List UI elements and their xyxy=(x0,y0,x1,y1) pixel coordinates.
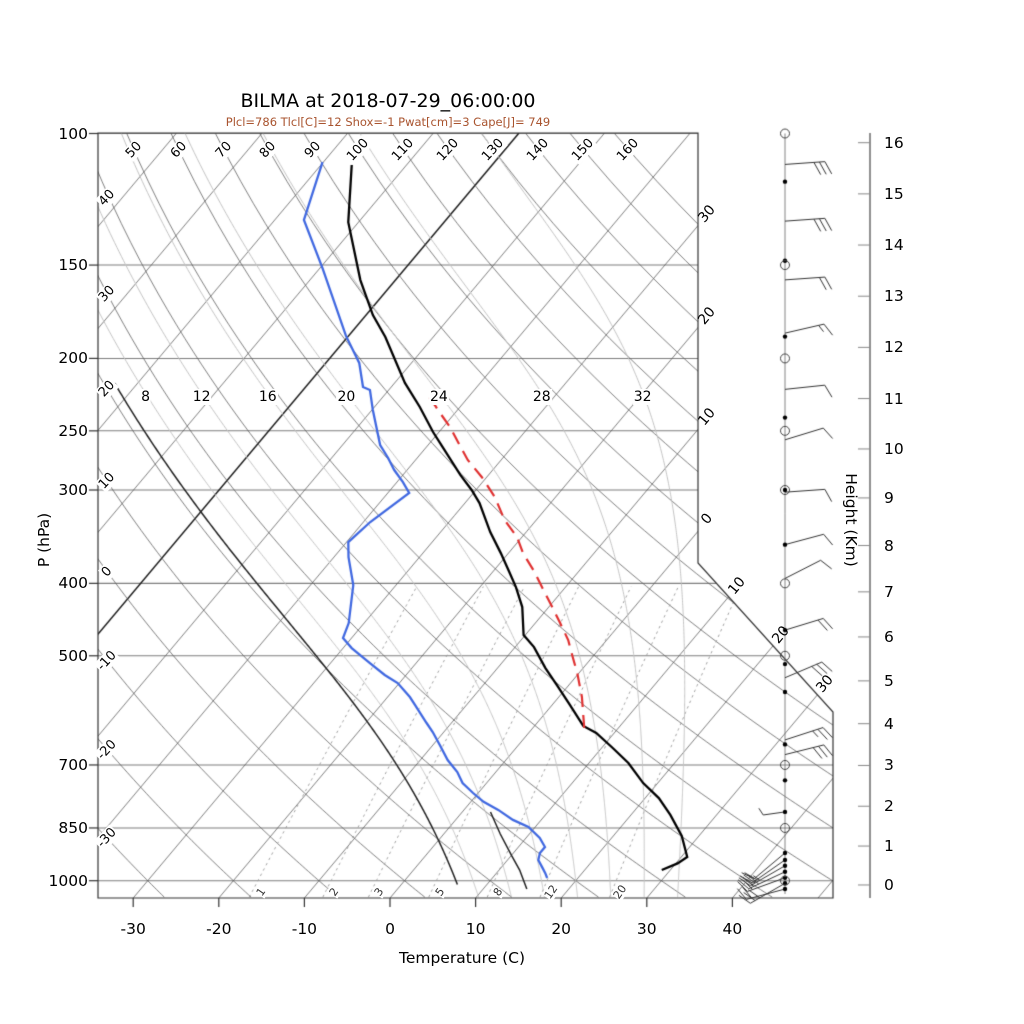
pressure-tick-label: 400 xyxy=(58,574,88,593)
moist-adiabat-label: 12 xyxy=(191,388,212,405)
moist-adiabat-label: 8 xyxy=(140,388,151,405)
height-tick-label: 8 xyxy=(884,536,894,555)
height-tick-label: 14 xyxy=(884,236,904,255)
pressure-tick-label: 850 xyxy=(58,818,88,837)
pressure-tick-label: 1000 xyxy=(48,871,88,890)
height-tick-label: 10 xyxy=(884,439,904,458)
temperature-tick-label: -10 xyxy=(291,920,318,938)
moist-adiabat-label: 32 xyxy=(632,388,653,405)
pressure-tick-label: 300 xyxy=(58,481,88,499)
height-tick-label: 16 xyxy=(884,133,904,152)
height-tick-label: 13 xyxy=(884,287,904,306)
height-tick-label: 3 xyxy=(884,756,894,775)
pressure-tick-label: 200 xyxy=(58,349,88,368)
height-tick-label: 1 xyxy=(884,837,894,856)
chart-title: BILMA at 2018-07-29_06:00:00 xyxy=(240,90,536,112)
height-tick-label: 6 xyxy=(884,627,894,646)
temperature-tick-label: -30 xyxy=(120,920,146,938)
temperature-tick-label: -20 xyxy=(206,920,232,938)
temperature-tick-label: 20 xyxy=(551,920,572,938)
height-tick-label: 4 xyxy=(884,714,894,733)
height-tick-label: 5 xyxy=(884,671,894,690)
height-tick-label: 11 xyxy=(884,389,904,408)
temperature-tick-label: 0 xyxy=(385,920,395,938)
height-tick-label: 9 xyxy=(884,488,894,507)
pressure-axis-title: P (hPa) xyxy=(35,512,53,568)
pressure-tick-label: 150 xyxy=(58,256,88,275)
pressure-tick-label: 250 xyxy=(58,421,88,440)
pressure-tick-label: 700 xyxy=(58,755,88,774)
height-tick-label: 0 xyxy=(884,875,894,894)
moist-adiabat-label: 20 xyxy=(336,388,357,405)
temperature-tick-label: 10 xyxy=(465,920,486,938)
temperature-tick-label: 30 xyxy=(636,920,657,938)
moist-adiabat-label: 16 xyxy=(257,388,278,405)
pressure-tick-label: 500 xyxy=(58,646,88,665)
height-tick-label: 7 xyxy=(884,582,894,601)
moist-adiabat-label: 28 xyxy=(531,388,552,405)
temperature-tick-label: 40 xyxy=(722,920,743,938)
chart-subtitle: Plcl=786 Tlcl[C]=12 Shox=-1 Pwat[cm]=3 C… xyxy=(225,115,551,129)
x-axis-title: Temperature (C) xyxy=(398,949,526,967)
height-tick-label: 15 xyxy=(884,184,904,203)
pressure-tick-label: 100 xyxy=(58,124,88,143)
height-tick-label: 2 xyxy=(884,797,894,816)
moist-adiabat-label: 24 xyxy=(428,388,449,405)
height-tick-label: 12 xyxy=(884,338,904,357)
height-axis-title: Height (Km) xyxy=(842,473,860,567)
